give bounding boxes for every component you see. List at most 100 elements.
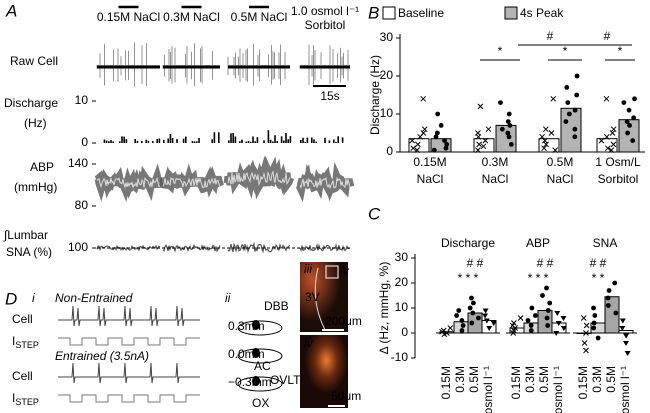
abp-trace [162, 177, 221, 189]
section-marker [252, 320, 260, 330]
x-tick-label: NaCl [417, 172, 444, 186]
point [581, 340, 588, 346]
tick-label: 140 [68, 156, 88, 170]
histogram-bar [119, 141, 121, 143]
point [469, 295, 474, 301]
point [622, 341, 629, 346]
significance: # # [590, 256, 607, 270]
significance: # # [537, 256, 554, 270]
point [499, 126, 505, 132]
point [440, 327, 447, 334]
istep-trace [58, 394, 200, 403]
point [498, 100, 503, 105]
histogram-bar [269, 139, 272, 143]
point [511, 320, 517, 326]
x-tick-label: 1 osmol l⁻¹ [618, 366, 632, 413]
micrograph [300, 262, 348, 332]
point [485, 126, 492, 133]
point [563, 119, 569, 124]
point [435, 111, 441, 117]
point [574, 73, 580, 79]
point [605, 303, 611, 308]
histogram-bar [306, 137, 309, 143]
point [480, 143, 487, 150]
histogram-bar [147, 140, 150, 143]
point [630, 138, 636, 144]
y-axis-label: Discharge (Hz) [368, 55, 382, 135]
point [613, 310, 619, 316]
histogram-bar [211, 139, 213, 143]
sub-label: iv [304, 336, 314, 350]
panel-label: B [368, 3, 379, 22]
structure-label: OX [252, 396, 269, 410]
significance: * [563, 44, 568, 58]
histogram-bar [182, 138, 185, 143]
sub-label: i [32, 291, 35, 305]
x-tick-label: 0.15M [576, 366, 590, 399]
istep-sub: STEP [15, 397, 39, 407]
point [447, 325, 454, 331]
structure-label: 3V [305, 290, 320, 304]
point [505, 130, 511, 136]
point [505, 119, 511, 124]
sna-trace [162, 243, 221, 253]
point [435, 130, 440, 136]
row-label: Raw Cell [10, 54, 58, 68]
y-tick-label: 20 [395, 275, 409, 289]
point [490, 321, 497, 326]
histogram-bar [247, 141, 250, 143]
point [545, 308, 551, 313]
x-tick-label: 1 osmol l⁻¹ [481, 366, 495, 413]
tick-label: 0 [81, 135, 88, 149]
inset-box [325, 265, 339, 279]
point [443, 145, 449, 151]
significance: # # [467, 256, 484, 270]
trace-label: Cell [12, 369, 33, 383]
point [475, 130, 481, 136]
point [553, 331, 560, 336]
stimulus-label: 1.0 osmol l⁻¹ [291, 4, 359, 18]
point [528, 323, 534, 328]
point [610, 141, 617, 148]
point [572, 134, 578, 140]
point [467, 305, 473, 311]
histogram-bar [156, 139, 158, 143]
x-tick-label: NaCl [547, 172, 574, 186]
significance: * * * [458, 271, 479, 285]
significance: * * [592, 271, 605, 285]
histogram-bar [169, 134, 172, 143]
point [459, 318, 465, 323]
point [444, 142, 450, 147]
bar [596, 138, 618, 153]
histogram-bar [315, 141, 317, 143]
panel-label: A [5, 1, 17, 20]
micrograph [300, 335, 348, 408]
point [627, 123, 632, 128]
section-outline [237, 320, 283, 336]
point [565, 100, 571, 105]
point [431, 147, 437, 153]
histogram-bar [263, 140, 265, 143]
x-tick-label: 0.5M [547, 155, 574, 169]
panel-label: C [368, 204, 381, 223]
histogram-bar [134, 138, 136, 143]
point [598, 137, 605, 144]
histogram-bar [141, 140, 143, 143]
point [583, 347, 589, 354]
point [483, 318, 490, 324]
point [580, 315, 587, 321]
structure-label: OVLT [270, 373, 301, 387]
point [560, 316, 567, 321]
histogram-bar [163, 139, 165, 143]
x-tick-label: Sorbitol [598, 172, 639, 186]
istep-trace [58, 337, 200, 346]
histogram-bar [125, 139, 128, 143]
point [482, 308, 489, 314]
bar [537, 310, 553, 334]
point [583, 322, 590, 329]
point [475, 147, 481, 153]
sna-trace [96, 244, 161, 252]
point [541, 145, 547, 152]
significance: * [618, 44, 623, 58]
